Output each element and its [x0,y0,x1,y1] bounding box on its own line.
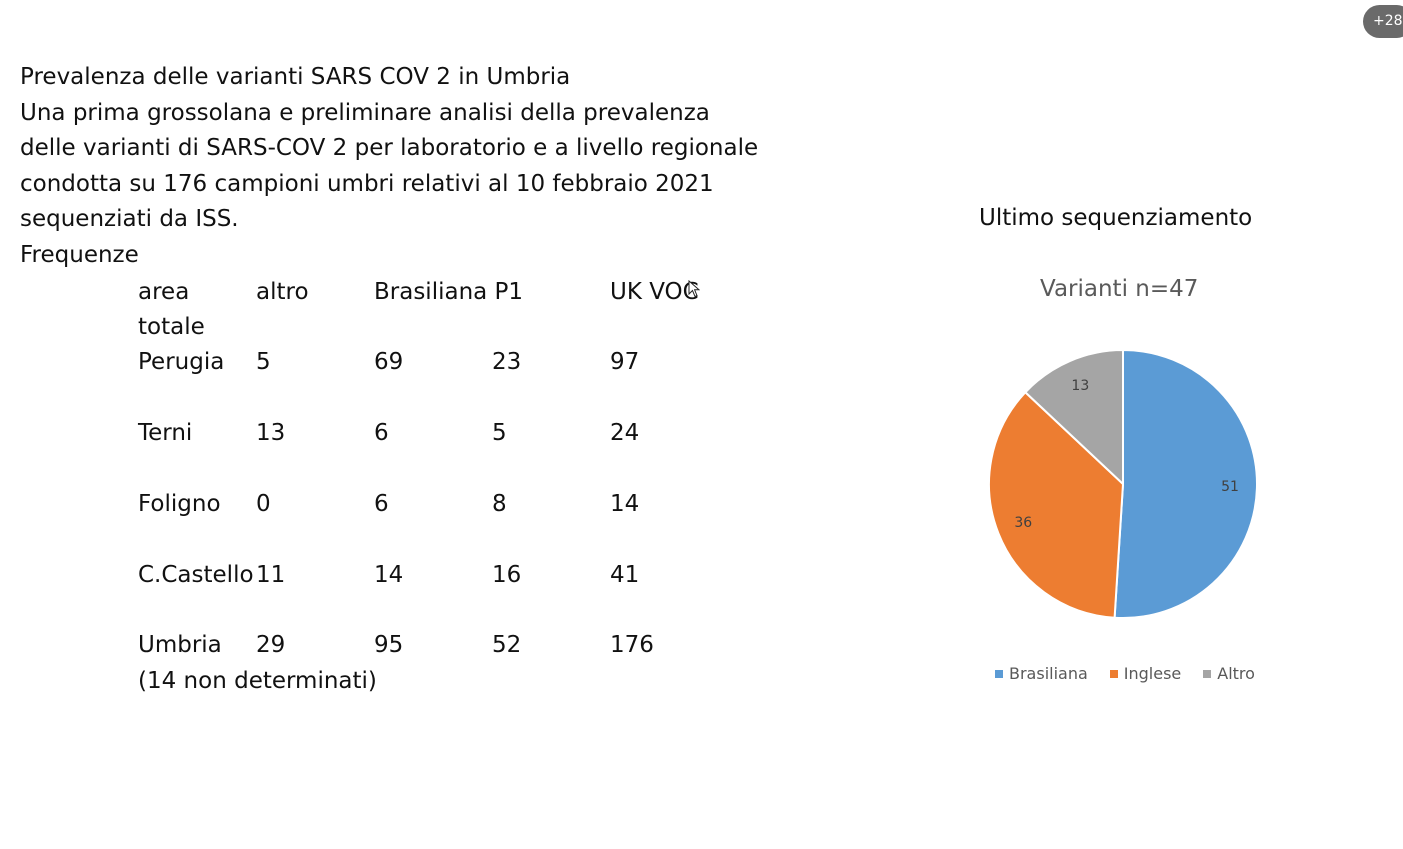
data-label: 13 [1071,377,1090,394]
participants-badge[interactable]: +28 [1363,5,1403,38]
mouse-pointer-icon [688,280,700,298]
intro-line: sequenziati da ISS. [20,206,239,232]
table-header-brasiliana: Brasiliana P1 [374,279,524,305]
table-cell: 5 [492,420,507,446]
legend-swatch [995,669,1003,678]
table-cell: 6 [374,491,389,517]
table-cell: 52 [492,632,522,658]
table-footnote: (14 non determinati) [138,668,377,694]
intro-line: Prevalenza delle varianti SARS COV 2 in … [20,64,571,90]
intro-line: Una prima grossolana e preliminare anali… [20,99,710,126]
table-cell: 24 [610,420,640,446]
table-cell: 14 [374,562,404,588]
table-cell: 0 [256,491,271,517]
table-cell: 5 [256,349,271,375]
table-cell: 97 [610,349,640,375]
legend-item: Brasiliana [995,664,1088,683]
intro-text: Prevalenza delle varianti SARS COV 2 in … [20,60,820,273]
intro-line: delle varianti di SARS-COV 2 per laborat… [20,135,759,161]
table-cell-area: Foligno [138,491,221,517]
table-cell: 23 [492,349,522,375]
pie-slice-brasiliana [1113,348,1258,619]
table-cell: 16 [492,562,522,588]
table-cell: 6 [374,420,389,446]
table-header-uk-voc: UK VOC [610,279,699,305]
table-header-altro: altro [256,279,309,305]
table-cell-area: Terni [138,420,193,446]
table-cell: 41 [610,562,640,588]
intro-line: condotta su 176 campioni umbri relativi … [20,170,714,197]
table-header-totale: totale [138,314,205,340]
table-cell: 8 [492,491,507,517]
legend-label: Altro [1217,664,1255,683]
legend-swatch [1203,669,1212,678]
intro-line: Frequenze [20,241,139,268]
data-label: 36 [1014,515,1033,532]
table-cell: 29 [256,632,286,658]
table-cell-area: Umbria [138,632,222,658]
chart-heading: Ultimo sequenziamento [979,205,1253,231]
table-cell: 95 [374,632,404,658]
chart-legend: Brasiliana Inglese Altro [995,664,1255,683]
table-cell: 13 [256,420,286,446]
table-header-area: area [138,279,190,305]
legend-item: Altro [1203,664,1255,683]
pie-slice-inglese [988,390,1125,619]
pie-chart [988,348,1258,619]
table-cell-area: Perugia [138,349,225,375]
table-cell-area: C.Castello [138,562,254,588]
legend-label: Brasiliana [1009,664,1088,683]
legend-swatch [1109,669,1118,678]
table-cell: 176 [610,632,654,658]
table-cell: 11 [256,562,286,588]
data-label: 51 [1221,479,1239,496]
table-cell: 69 [374,349,404,375]
pie-slice-altro [1023,348,1124,487]
legend-item: Inglese [1109,664,1182,683]
table-cell: 14 [610,491,640,517]
legend-label: Inglese [1123,664,1182,683]
chart-title: Varianti n=47 [1040,276,1199,302]
